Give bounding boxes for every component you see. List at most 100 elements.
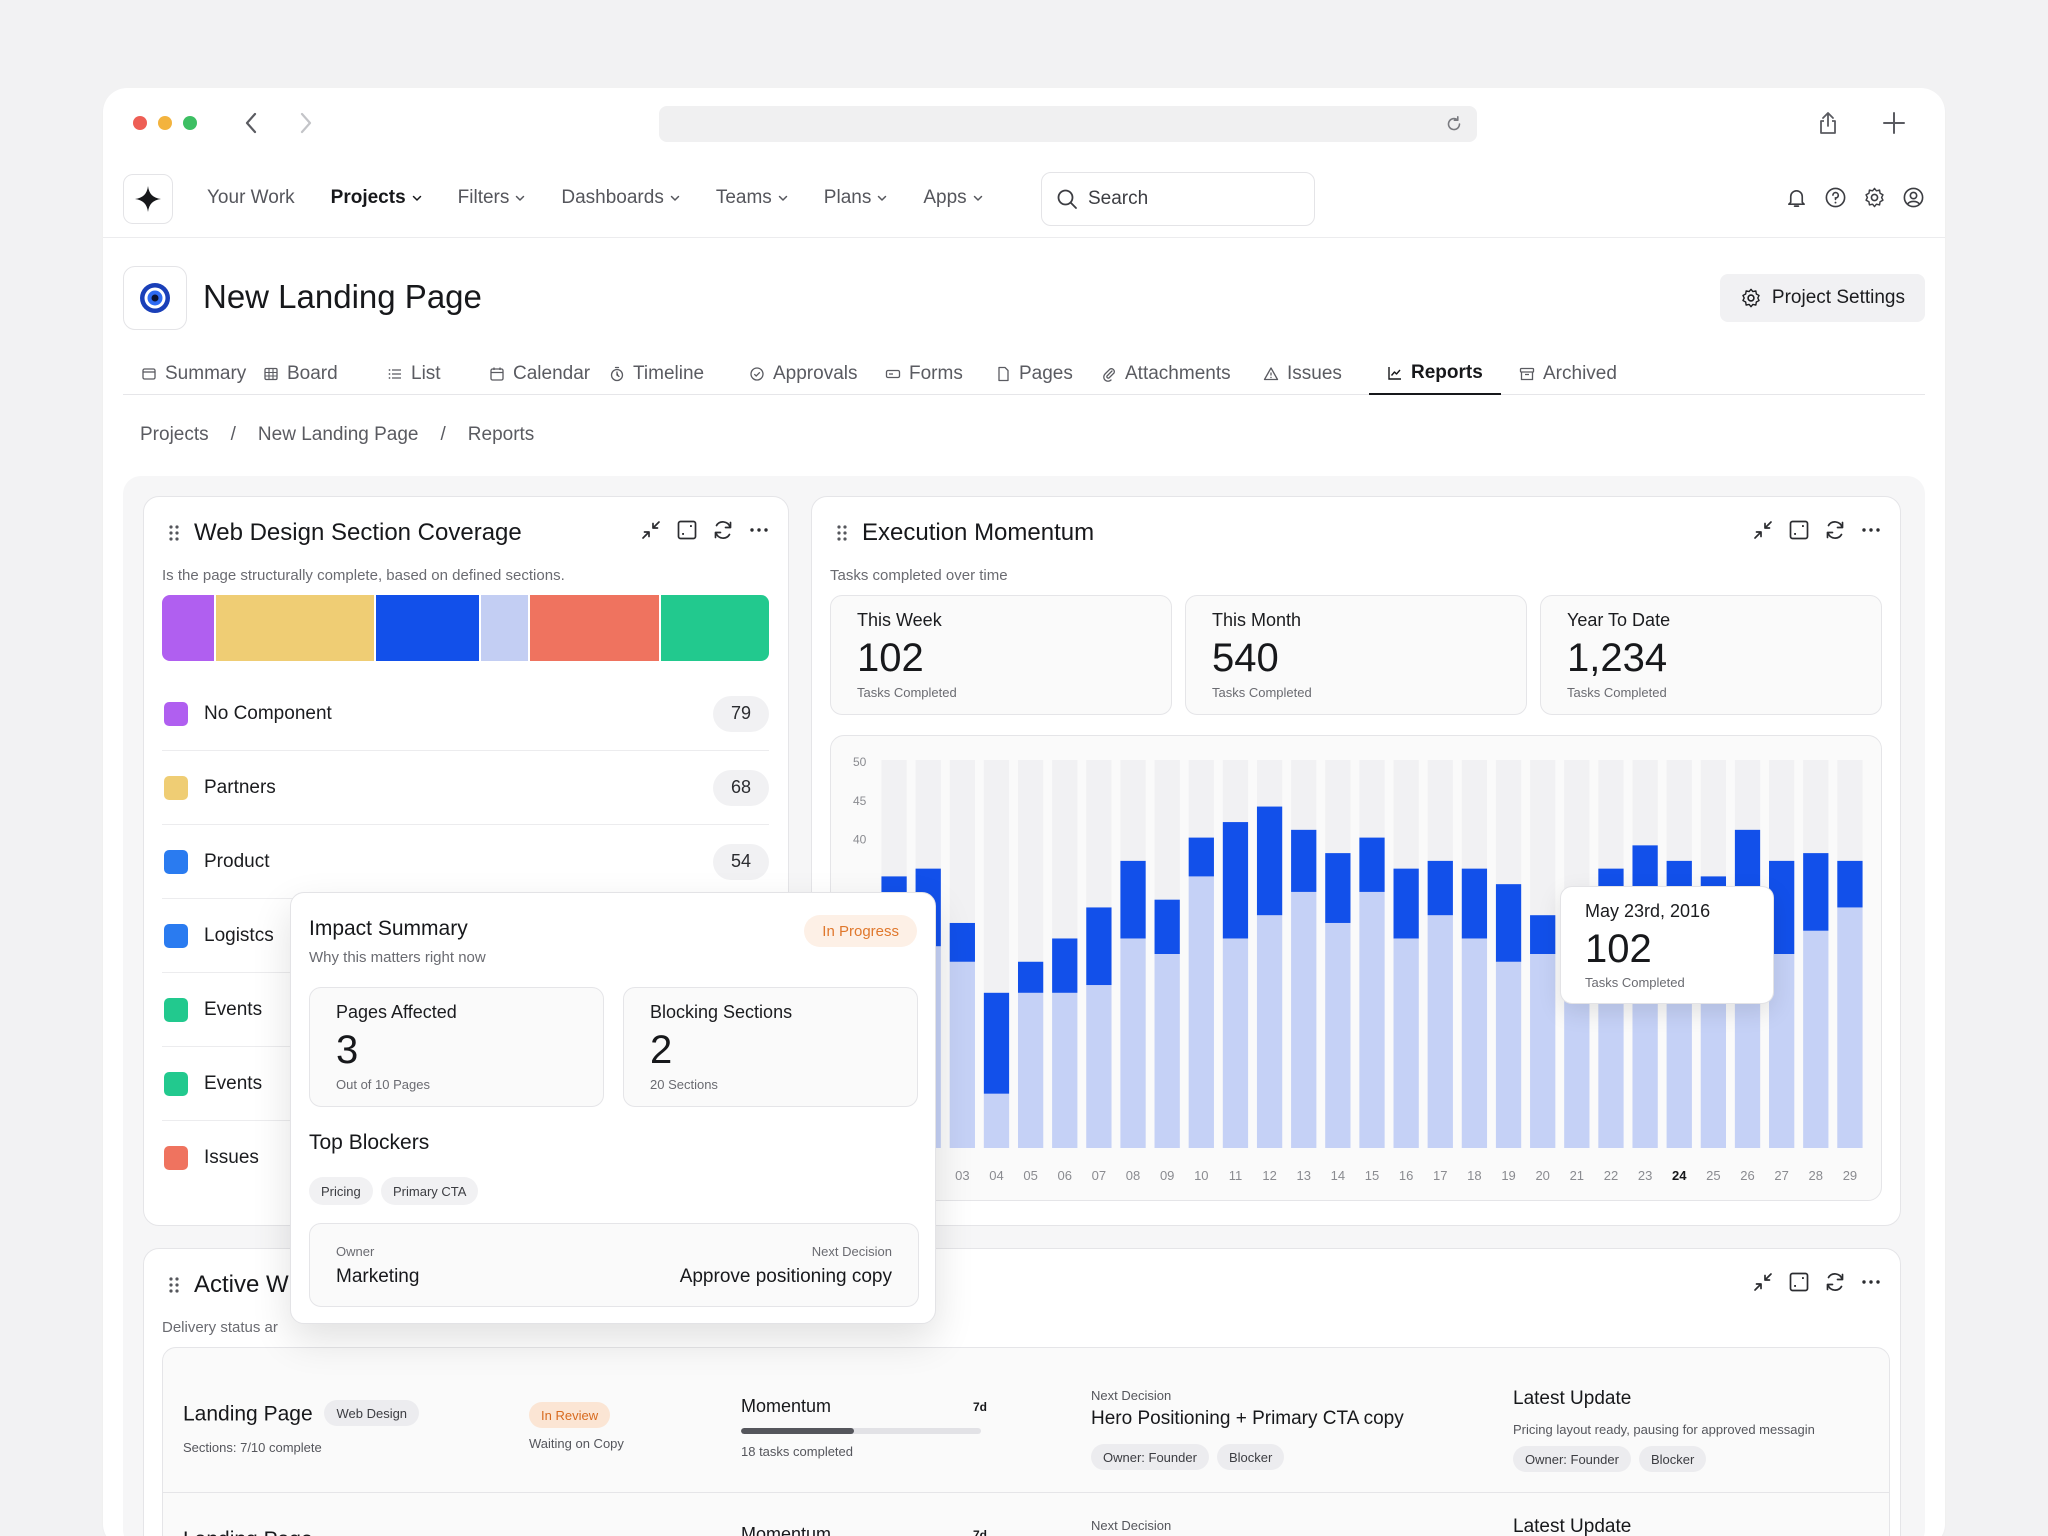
more-icon[interactable] — [1860, 1271, 1882, 1293]
more-icon[interactable] — [748, 519, 770, 541]
tab-attachments[interactable]: Attachments — [1083, 353, 1249, 395]
bar-base[interactable] — [1495, 961, 1522, 1148]
refresh-icon[interactable] — [1824, 1271, 1846, 1293]
bar-base[interactable] — [1837, 907, 1863, 1148]
bar-base[interactable] — [1359, 891, 1385, 1148]
share-icon[interactable] — [1811, 106, 1845, 140]
tab-approvals[interactable]: Approvals — [731, 353, 876, 395]
drag-handle-icon[interactable] — [168, 1276, 180, 1294]
expand-icon[interactable] — [676, 519, 698, 541]
bar-base[interactable] — [1803, 930, 1829, 1148]
bar-base[interactable] — [1461, 938, 1488, 1148]
refresh-icon[interactable] — [712, 519, 734, 541]
blocker-chip[interactable]: Primary CTA — [381, 1177, 479, 1205]
breadcrumb-item[interactable]: Reports — [467, 424, 535, 445]
gear-icon[interactable] — [1863, 186, 1886, 209]
breadcrumb-item[interactable]: Projects — [140, 424, 209, 445]
bar-top[interactable] — [1052, 938, 1078, 993]
coverage-segment[interactable] — [530, 595, 660, 661]
nav-item-projects[interactable]: Projects — [331, 187, 422, 209]
bar-top[interactable] — [1325, 853, 1351, 923]
bell-icon[interactable] — [1785, 186, 1808, 209]
tab-summary[interactable]: Summary — [123, 353, 264, 395]
bar-top[interactable] — [1393, 868, 1419, 939]
bar-top[interactable] — [1359, 837, 1385, 892]
legend-item[interactable]: Partners 68 — [162, 751, 769, 825]
bar-base[interactable] — [1427, 915, 1453, 1148]
bar-base[interactable] — [1120, 938, 1146, 1148]
nav-item-teams[interactable]: Teams — [716, 187, 788, 209]
bar-top[interactable] — [1803, 853, 1829, 931]
tab-issues[interactable]: Issues — [1245, 353, 1360, 395]
tab-calendar[interactable]: Calendar — [471, 353, 608, 395]
refresh-icon[interactable] — [1824, 519, 1846, 541]
bar-top[interactable] — [1256, 806, 1283, 916]
drag-handle-icon[interactable] — [836, 524, 848, 542]
bar-top[interactable] — [983, 992, 1010, 1094]
row-name[interactable]: Landing Page — [183, 1528, 313, 1536]
forward-icon[interactable] — [289, 106, 323, 140]
bar-base[interactable] — [1530, 954, 1556, 1148]
bar-base[interactable] — [1393, 938, 1419, 1148]
bar-base[interactable] — [983, 1093, 1010, 1148]
collapse-icon[interactable] — [1752, 519, 1774, 541]
bar-base[interactable] — [1154, 954, 1180, 1148]
tab-board[interactable]: Board — [245, 353, 356, 395]
bar-top[interactable] — [1017, 961, 1044, 993]
coverage-segment[interactable] — [216, 595, 374, 661]
bar-top[interactable] — [1222, 822, 1249, 939]
back-icon[interactable] — [234, 106, 268, 140]
collapse-icon[interactable] — [640, 519, 662, 541]
blocker-chip[interactable]: Pricing — [309, 1177, 373, 1205]
nav-item-filters[interactable]: Filters — [458, 187, 526, 209]
bar-top[interactable] — [1086, 907, 1112, 986]
coverage-segment[interactable] — [480, 595, 529, 661]
bar-base[interactable] — [1052, 992, 1078, 1148]
nav-item-plans[interactable]: Plans — [824, 187, 888, 209]
close-window-dot[interactable] — [133, 116, 147, 130]
expand-icon[interactable] — [1788, 1271, 1810, 1293]
coverage-segment[interactable] — [375, 595, 479, 661]
coverage-segment[interactable] — [661, 595, 769, 661]
bar-top[interactable] — [949, 922, 975, 962]
bar-base[interactable] — [1017, 992, 1044, 1148]
bar-top[interactable] — [1427, 860, 1453, 916]
tab-reports[interactable]: Reports — [1369, 353, 1501, 395]
app-logo[interactable] — [123, 174, 173, 224]
search-input[interactable]: Search — [1041, 172, 1315, 226]
coverage-segment[interactable] — [162, 595, 214, 661]
legend-item[interactable]: No Component 79 — [162, 677, 769, 751]
maximize-window-dot[interactable] — [183, 116, 197, 130]
drag-handle-icon[interactable] — [168, 524, 180, 542]
bar-base[interactable] — [1256, 915, 1283, 1148]
collapse-icon[interactable] — [1752, 1271, 1774, 1293]
tab-list[interactable]: List — [369, 353, 459, 395]
account-icon[interactable] — [1902, 186, 1925, 209]
tab-archived[interactable]: Archived — [1501, 353, 1635, 395]
breadcrumb-item[interactable]: New Landing Page — [257, 424, 419, 445]
bar-top[interactable] — [1495, 884, 1522, 962]
nav-item-apps[interactable]: Apps — [923, 187, 982, 209]
bar-base[interactable] — [1086, 985, 1112, 1148]
minimize-window-dot[interactable] — [158, 116, 172, 130]
expand-icon[interactable] — [1788, 519, 1810, 541]
row-name[interactable]: Landing Page Web Design — [183, 1400, 420, 1427]
url-bar[interactable] — [659, 106, 1477, 142]
bar-base[interactable] — [1291, 891, 1317, 1148]
bar-top[interactable] — [1120, 860, 1146, 939]
tab-pages[interactable]: Pages — [977, 353, 1091, 395]
bar-base[interactable] — [1222, 938, 1249, 1148]
bar-base[interactable] — [1325, 922, 1351, 1148]
project-settings-button[interactable]: Project Settings — [1719, 274, 1925, 322]
tab-timeline[interactable]: Timeline — [591, 353, 722, 395]
nav-item-your-work[interactable]: Your Work — [207, 187, 295, 209]
reload-icon[interactable] — [1445, 115, 1463, 133]
help-icon[interactable] — [1824, 186, 1847, 209]
bar-top[interactable] — [1461, 868, 1488, 939]
bar-base[interactable] — [949, 961, 975, 1148]
nav-item-dashboards[interactable]: Dashboards — [561, 187, 680, 209]
bar-top[interactable] — [1154, 899, 1180, 954]
legend-item[interactable]: Product 54 — [162, 825, 769, 899]
bar-top[interactable] — [1530, 915, 1556, 954]
new-tab-icon[interactable] — [1877, 106, 1911, 140]
